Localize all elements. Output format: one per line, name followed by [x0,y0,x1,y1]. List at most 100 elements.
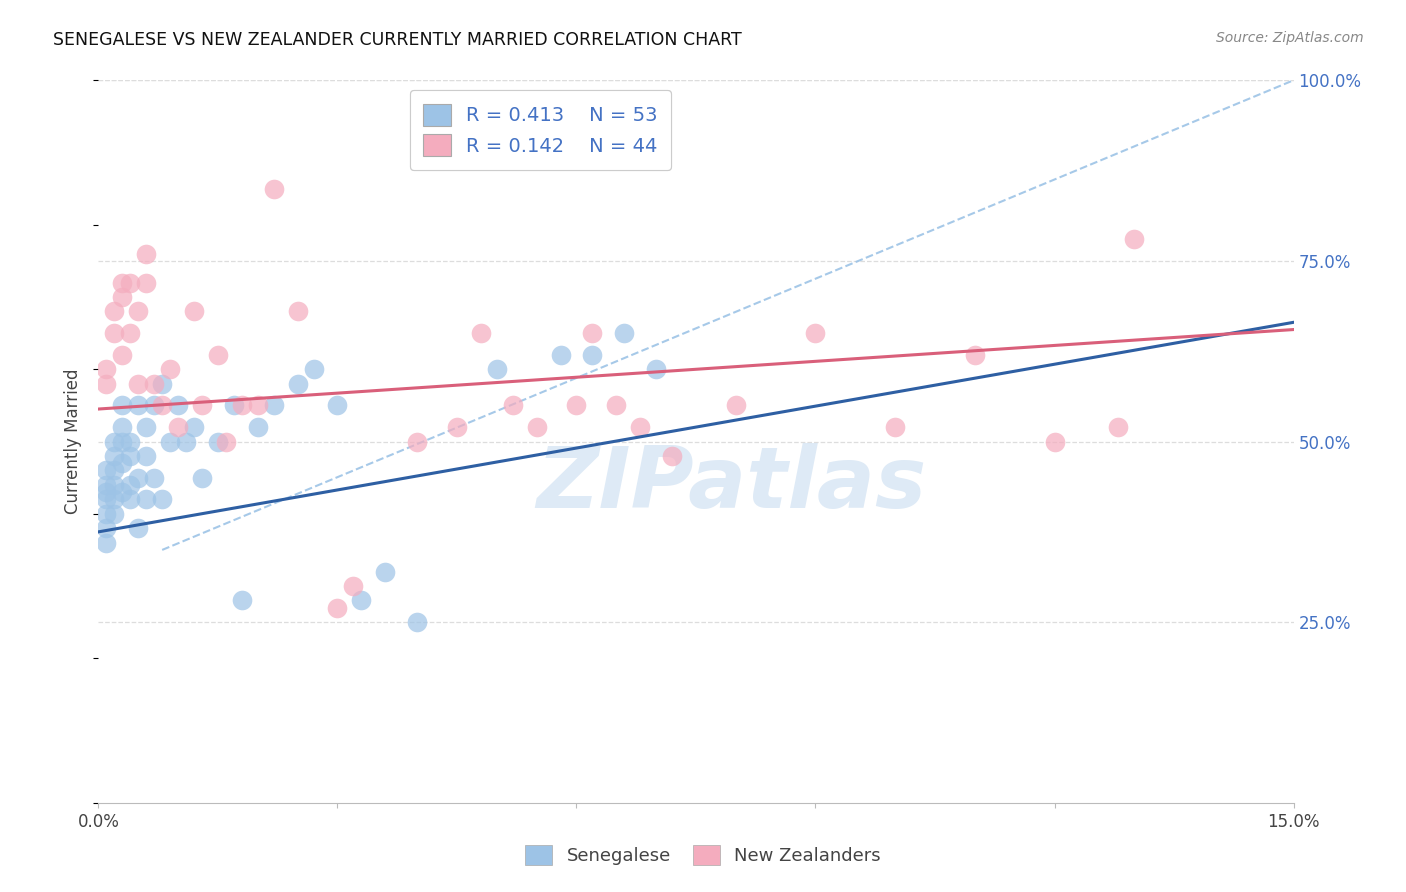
Point [1123,232,1146,246]
Point [1107,420,1129,434]
Point [246,420,269,434]
Point [326,398,349,412]
Point [350,593,373,607]
Point [963,348,986,362]
Point [1043,434,1066,449]
Point [120,492,142,507]
Point [135,276,157,290]
Point [127,398,149,412]
Point [111,420,134,434]
Point [159,362,181,376]
Point [263,182,285,196]
Point [222,398,245,412]
Point [191,398,214,412]
Point [215,434,238,449]
Point [143,376,166,391]
Point [167,420,190,434]
Point [96,463,118,477]
Legend: Senegalese, New Zealanders: Senegalese, New Zealanders [516,836,890,874]
Point [183,420,205,434]
Point [111,348,134,362]
Point [246,398,269,412]
Point [103,492,125,507]
Point [374,565,396,579]
Point [120,478,142,492]
Point [231,593,253,607]
Text: Source: ZipAtlas.com: Source: ZipAtlas.com [1216,31,1364,45]
Point [581,326,603,340]
Point [207,434,229,449]
Point [183,304,205,318]
Point [103,434,125,449]
Point [96,362,118,376]
Point [103,304,125,318]
Point [127,470,149,484]
Point [120,326,142,340]
Point [111,434,134,449]
Point [724,398,747,412]
Point [287,376,309,391]
Point [628,420,651,434]
Point [605,398,627,412]
Point [143,470,166,484]
Point [406,615,429,630]
Point [96,535,118,549]
Point [174,434,197,449]
Point [581,348,603,362]
Point [103,449,125,463]
Point [111,290,134,304]
Point [111,485,134,500]
Point [526,420,548,434]
Point [167,398,190,412]
Point [159,434,181,449]
Point [613,326,636,340]
Point [406,434,429,449]
Point [287,304,309,318]
Point [143,398,166,412]
Point [645,362,668,376]
Point [661,449,683,463]
Point [120,434,142,449]
Point [326,600,349,615]
Point [103,463,125,477]
Point [120,449,142,463]
Text: ZIPatlas: ZIPatlas [537,443,927,526]
Text: SENEGALESE VS NEW ZEALANDER CURRENTLY MARRIED CORRELATION CHART: SENEGALESE VS NEW ZEALANDER CURRENTLY MA… [53,31,742,49]
Point [263,398,285,412]
Point [96,478,118,492]
Point [150,492,173,507]
Point [103,478,125,492]
Point [120,276,142,290]
Point [302,362,325,376]
Point [191,470,214,484]
Point [96,376,118,391]
Point [135,449,157,463]
Point [96,507,118,521]
Y-axis label: Currently Married: Currently Married [65,368,83,515]
Point [111,398,134,412]
Point [96,521,118,535]
Point [342,579,364,593]
Point [150,376,173,391]
Point [111,276,134,290]
Point [103,507,125,521]
Point [96,485,118,500]
Point [135,420,157,434]
Point [103,326,125,340]
Point [804,326,827,340]
Point [207,348,229,362]
Point [485,362,508,376]
Point [884,420,907,434]
Point [127,521,149,535]
Point [565,398,588,412]
Point [135,492,157,507]
Point [150,398,173,412]
Point [446,420,468,434]
Point [127,376,149,391]
Point [231,398,253,412]
Point [96,492,118,507]
Point [135,246,157,260]
Point [470,326,492,340]
Point [127,304,149,318]
Point [550,348,572,362]
